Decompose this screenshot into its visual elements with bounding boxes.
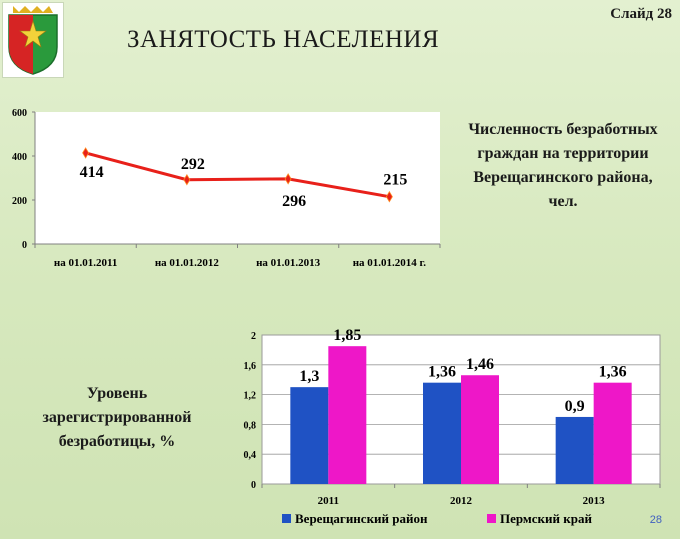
bar — [328, 346, 367, 484]
series-line — [85, 151, 390, 199]
x-tick-label: на 01.01.2011 — [54, 257, 117, 269]
bar — [290, 387, 329, 484]
legend-swatch — [487, 514, 496, 523]
data-label: 1,46 — [466, 356, 494, 373]
y-tick-label: 2 — [251, 331, 256, 342]
data-label: 414 — [80, 164, 104, 181]
y-tick-label: 1,2 — [244, 391, 257, 402]
unemployed-count-chart: 0 200 400 600 на 01.01.2011 на 01.01.2012 на 0… — [12, 108, 441, 269]
coat-of-arms-icon — [2, 2, 64, 78]
legend-label: Пермский край — [500, 511, 592, 526]
y-tick-label: 600 — [12, 108, 27, 119]
y-tick-label: 0 — [22, 240, 27, 251]
x-tick-label: на 01.01.2012 — [155, 257, 220, 269]
x-tick-label: 2013 — [583, 495, 606, 507]
slide-label: Слайд 28 — [610, 6, 672, 22]
unemployment-rate-label: Уровень зарегистрированной безработицы, … — [42, 385, 192, 450]
page-number: 28 — [649, 514, 662, 526]
data-label: 292 — [181, 156, 205, 173]
legend-label: Верещагинский район — [295, 511, 428, 526]
y-tick-label: 0,4 — [244, 450, 257, 461]
y-tick-label: 1,6 — [244, 361, 257, 372]
data-label: 215 — [383, 172, 407, 189]
data-point — [82, 147, 90, 159]
x-tick-label: на 01.01.2014 г. — [353, 257, 427, 269]
bar — [461, 375, 499, 484]
data-label: 0,9 — [565, 398, 585, 415]
legend-swatch — [282, 514, 291, 523]
data-label: 1,36 — [599, 364, 627, 381]
data-point — [183, 173, 191, 186]
y-tick-label: 200 — [12, 196, 27, 207]
data-label: 1,85 — [333, 327, 361, 344]
unemployed-count-label: Численность безработных граждан на терри… — [468, 121, 658, 210]
data-label: 296 — [282, 193, 306, 210]
bar — [555, 416, 594, 484]
y-tick-label: 400 — [12, 152, 27, 163]
unemployment-rate-chart: 0 0,4 0,8 1,2 1,6 2 2011 1,3 1,85 2012 1,36 1,46 201… — [244, 327, 661, 526]
data-point — [284, 173, 292, 185]
bar — [423, 382, 461, 484]
x-tick-label: 2011 — [318, 495, 339, 507]
y-tick-label: 0,8 — [244, 420, 257, 431]
data-label: 1,36 — [428, 364, 456, 381]
page-title: ЗАНЯТОСТЬ НАСЕЛЕНИЯ — [127, 26, 440, 53]
data-point — [385, 190, 393, 203]
x-tick-label: 2012 — [450, 495, 473, 507]
bar — [593, 382, 632, 484]
x-tick-label: на 01.01.2013 — [256, 257, 321, 269]
y-tick-label: 0 — [251, 480, 256, 491]
data-label: 1,3 — [299, 368, 319, 385]
